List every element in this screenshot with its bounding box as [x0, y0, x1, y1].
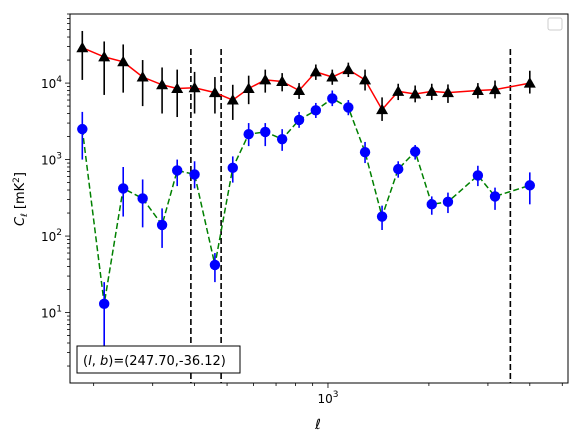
series-1-point-7 [209, 259, 221, 271]
series-0-point-6 [188, 81, 201, 93]
series-1-point-16 [359, 146, 371, 158]
series-1-point-24 [524, 180, 536, 191]
series-0-point-7 [208, 86, 221, 98]
series-1-point-6 [189, 169, 200, 180]
x-axis-label: ℓ [314, 417, 321, 433]
series-1-point-2 [118, 183, 129, 194]
y-tick-label-2: 103 [41, 152, 62, 168]
series-1-point-12 [293, 114, 305, 126]
series-layer [76, 30, 536, 367]
y-tick-label-3: 104 [41, 75, 62, 91]
series-0-point-22 [471, 84, 484, 95]
series-0-point-2 [117, 55, 130, 67]
annotation-box [76, 345, 241, 374]
series-0-point-0 [76, 41, 89, 53]
series-0-point-19 [409, 87, 422, 99]
series-1-point-9 [243, 128, 254, 140]
legend-box [547, 17, 563, 31]
series-0-point-14 [326, 71, 339, 82]
series-0-point-8 [226, 94, 239, 105]
series-0 [76, 30, 536, 121]
y-axis-label-unit: [mK [13, 182, 28, 213]
series-0-point-24 [523, 77, 536, 88]
series-0-point-3 [136, 71, 149, 82]
y-axis-ticks: 101 102 103 104 [41, 13, 70, 367]
series-0-point-23 [489, 83, 502, 95]
series-1-point-23 [489, 191, 501, 202]
annotation-text: (l, b)=(247.70,-36.12) [83, 354, 226, 369]
series-1-point-18 [393, 163, 404, 175]
y-tick-label-1: 102 [41, 228, 62, 244]
y-tick-label-0: 101 [41, 305, 62, 321]
series-1-point-19 [409, 146, 421, 157]
series-0-point-13 [309, 65, 322, 77]
series-1 [77, 90, 536, 367]
series-1-point-17 [376, 211, 388, 222]
x-axis-ticks: 103 [93, 383, 563, 406]
series-0-point-16 [359, 73, 372, 85]
series-0-point-18 [392, 85, 405, 96]
y-axis-label-main: C [13, 216, 28, 226]
series-0-point-15 [342, 63, 355, 75]
series-1-point-4 [156, 219, 168, 231]
series-1-point-20 [426, 199, 437, 210]
y-axis-label-unit-end: ] [13, 172, 28, 177]
series-1-point-11 [276, 133, 288, 145]
series-1-point-0 [77, 123, 88, 135]
series-1-point-14 [327, 93, 338, 104]
series-0-point-21 [441, 86, 454, 98]
y-axis-label-unit-sup: 2 [12, 177, 22, 183]
series-1-point-15 [343, 102, 354, 113]
x-tick-label-0: 103 [317, 390, 338, 406]
series-0-point-1 [98, 50, 111, 62]
series-1-point-22 [472, 170, 484, 181]
series-0-point-10 [259, 73, 272, 85]
series-1-point-1 [98, 298, 110, 310]
series-1-point-3 [137, 193, 148, 204]
series-0-point-9 [242, 82, 255, 93]
series-0-point-12 [293, 84, 306, 95]
series-1-point-5 [171, 165, 183, 176]
vertical-lines [190, 49, 512, 383]
series-0-point-17 [376, 103, 389, 115]
series-1-point-8 [227, 162, 238, 174]
y-axis-label: Cℓ [mK2] [12, 172, 30, 226]
series-1-point-13 [310, 105, 322, 116]
series-1-point-21 [442, 196, 454, 208]
series-0-point-4 [156, 78, 169, 90]
series-1-point-10 [260, 126, 271, 138]
series-0-point-5 [171, 82, 184, 93]
y-axis-label-sub: ℓ [20, 213, 30, 218]
series-0-point-11 [276, 75, 289, 86]
plot-frame [69, 13, 569, 384]
series-0-point-20 [425, 85, 438, 96]
